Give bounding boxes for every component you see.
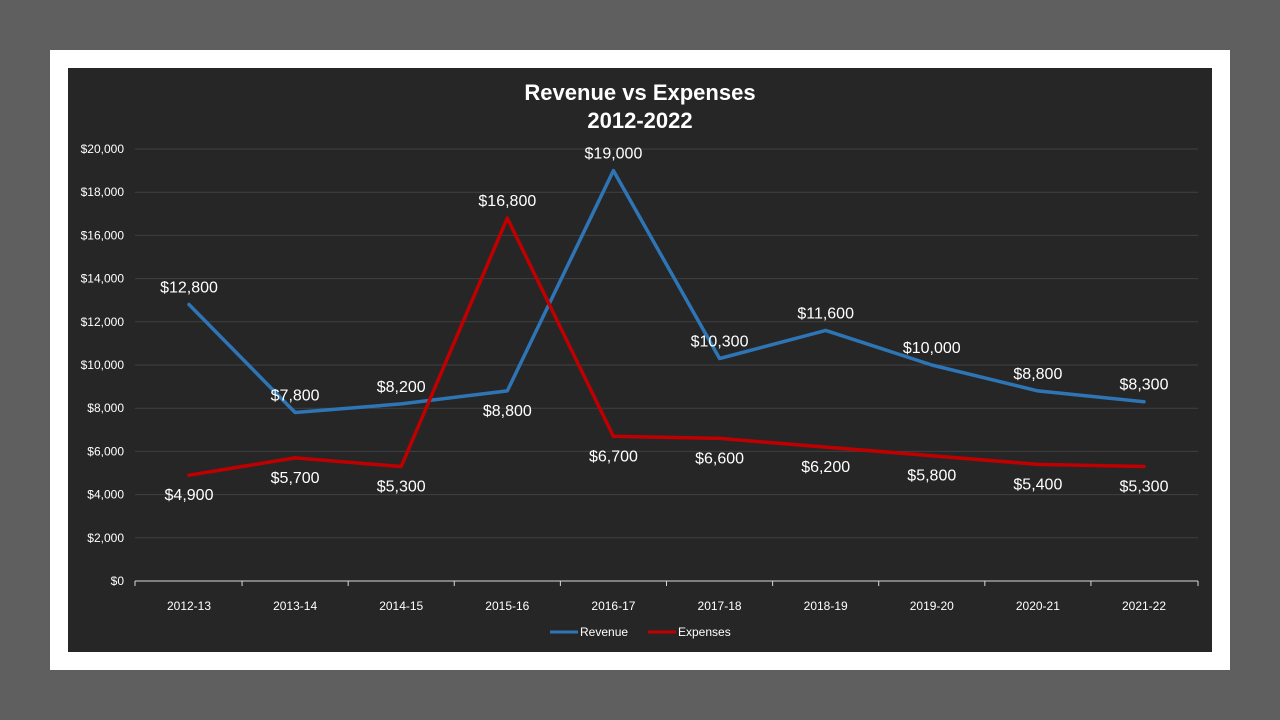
data-label-revenue: $11,600 bbox=[797, 305, 854, 322]
data-point-expenses bbox=[1142, 465, 1146, 469]
data-point-expenses bbox=[718, 436, 722, 440]
data-point-expenses bbox=[505, 216, 509, 220]
data-point-expenses bbox=[930, 454, 934, 458]
y-tick-label: $14,000 bbox=[81, 272, 125, 286]
y-axis-ticks: $0 $2,000 $4,000 $6,000 $8,000 $10,000 $12,000… bbox=[81, 142, 125, 588]
data-label-revenue: $8,800 bbox=[483, 403, 532, 420]
legend-label-revenue: Revenue bbox=[580, 625, 628, 639]
chart-area: Revenue vs Expenses 2012-2022 $0 $2,000 $4… bbox=[68, 68, 1212, 652]
y-tick-label: $4,000 bbox=[87, 488, 124, 502]
y-tick-label: $18,000 bbox=[81, 185, 125, 199]
data-label-revenue: $12,800 bbox=[160, 280, 218, 297]
data-label-expenses: $5,700 bbox=[271, 470, 320, 487]
y-tick-label: $0 bbox=[111, 574, 125, 588]
data-point-expenses bbox=[293, 456, 297, 460]
series-lines bbox=[187, 168, 1146, 477]
chart-title-line2: 2012-2022 bbox=[587, 108, 692, 133]
data-label-expenses: $5,400 bbox=[1013, 476, 1062, 493]
chart-frame: Revenue vs Expenses 2012-2022 $0 $2,000 $4… bbox=[50, 50, 1230, 670]
x-tick-label: 2016-17 bbox=[591, 599, 635, 613]
data-label-expenses: $5,800 bbox=[907, 468, 956, 485]
series-line-expenses bbox=[187, 216, 1146, 477]
data-label-expenses: $16,800 bbox=[478, 193, 536, 210]
data-label-expenses: $4,900 bbox=[165, 487, 214, 504]
line-chart: Revenue vs Expenses 2012-2022 $0 $2,000 $4… bbox=[81, 80, 1199, 639]
x-axis: 2012-13 2013-14 2014-15 2015-16 2016-17 2017-… bbox=[134, 580, 1199, 613]
legend-label-expenses: Expenses bbox=[678, 625, 731, 639]
data-label-revenue: $19,000 bbox=[585, 146, 643, 163]
y-tick-label: $20,000 bbox=[81, 142, 125, 156]
y-tick-label: $8,000 bbox=[87, 401, 124, 415]
y-tick-label: $10,000 bbox=[81, 358, 125, 372]
data-point-expenses bbox=[399, 465, 403, 469]
data-point-revenue bbox=[505, 389, 509, 393]
chart-title-line1: Revenue vs Expenses bbox=[524, 80, 755, 105]
data-label-expenses: $6,600 bbox=[695, 450, 744, 467]
x-tick-label: 2021-22 bbox=[1122, 599, 1166, 613]
y-tick-label: $6,000 bbox=[87, 444, 124, 458]
gridlines bbox=[135, 148, 1198, 539]
data-label-expenses: $6,200 bbox=[801, 459, 850, 476]
x-tick-label: 2018-19 bbox=[804, 599, 848, 613]
data-label-revenue: $10,000 bbox=[903, 340, 961, 357]
data-point-revenue bbox=[187, 303, 191, 307]
x-tick-label: 2019-20 bbox=[910, 599, 954, 613]
data-point-revenue bbox=[824, 328, 828, 332]
data-point-revenue bbox=[1036, 389, 1040, 393]
x-tick-label: 2020-21 bbox=[1016, 599, 1060, 613]
data-labels: $12,800 $4,900 $7,800 $5,700 $8,200 $5,300 $8,… bbox=[160, 146, 1168, 505]
data-point-revenue bbox=[718, 357, 722, 361]
data-point-revenue bbox=[399, 402, 403, 406]
data-point-expenses bbox=[611, 434, 615, 438]
data-point-expenses bbox=[824, 445, 828, 449]
data-point-revenue bbox=[293, 411, 297, 415]
legend: Revenue Expenses bbox=[550, 625, 731, 639]
data-point-expenses bbox=[187, 473, 191, 477]
data-label-revenue: $7,800 bbox=[271, 388, 320, 405]
x-tick-label: 2015-16 bbox=[485, 599, 529, 613]
data-label-revenue: $10,300 bbox=[691, 334, 749, 351]
x-tick-label: 2014-15 bbox=[379, 599, 423, 613]
y-tick-label: $12,000 bbox=[81, 315, 125, 329]
data-label-expenses: $5,300 bbox=[1120, 479, 1169, 496]
data-point-revenue bbox=[930, 363, 934, 367]
x-tick-label: 2017-18 bbox=[698, 599, 742, 613]
data-label-revenue: $8,800 bbox=[1013, 366, 1062, 383]
data-point-expenses bbox=[1036, 462, 1040, 466]
data-point-revenue bbox=[611, 169, 615, 173]
data-label-revenue: $8,300 bbox=[1120, 377, 1169, 394]
data-label-expenses: $5,300 bbox=[377, 479, 426, 496]
data-point-revenue bbox=[1142, 400, 1146, 404]
data-label-revenue: $8,200 bbox=[377, 379, 426, 396]
series-line-revenue bbox=[187, 168, 1146, 415]
x-tick-label: 2012-13 bbox=[167, 599, 211, 613]
y-tick-label: $16,000 bbox=[81, 228, 125, 242]
data-label-expenses: $6,700 bbox=[589, 448, 638, 465]
x-tick-label: 2013-14 bbox=[273, 599, 317, 613]
y-tick-label: $2,000 bbox=[87, 531, 124, 545]
